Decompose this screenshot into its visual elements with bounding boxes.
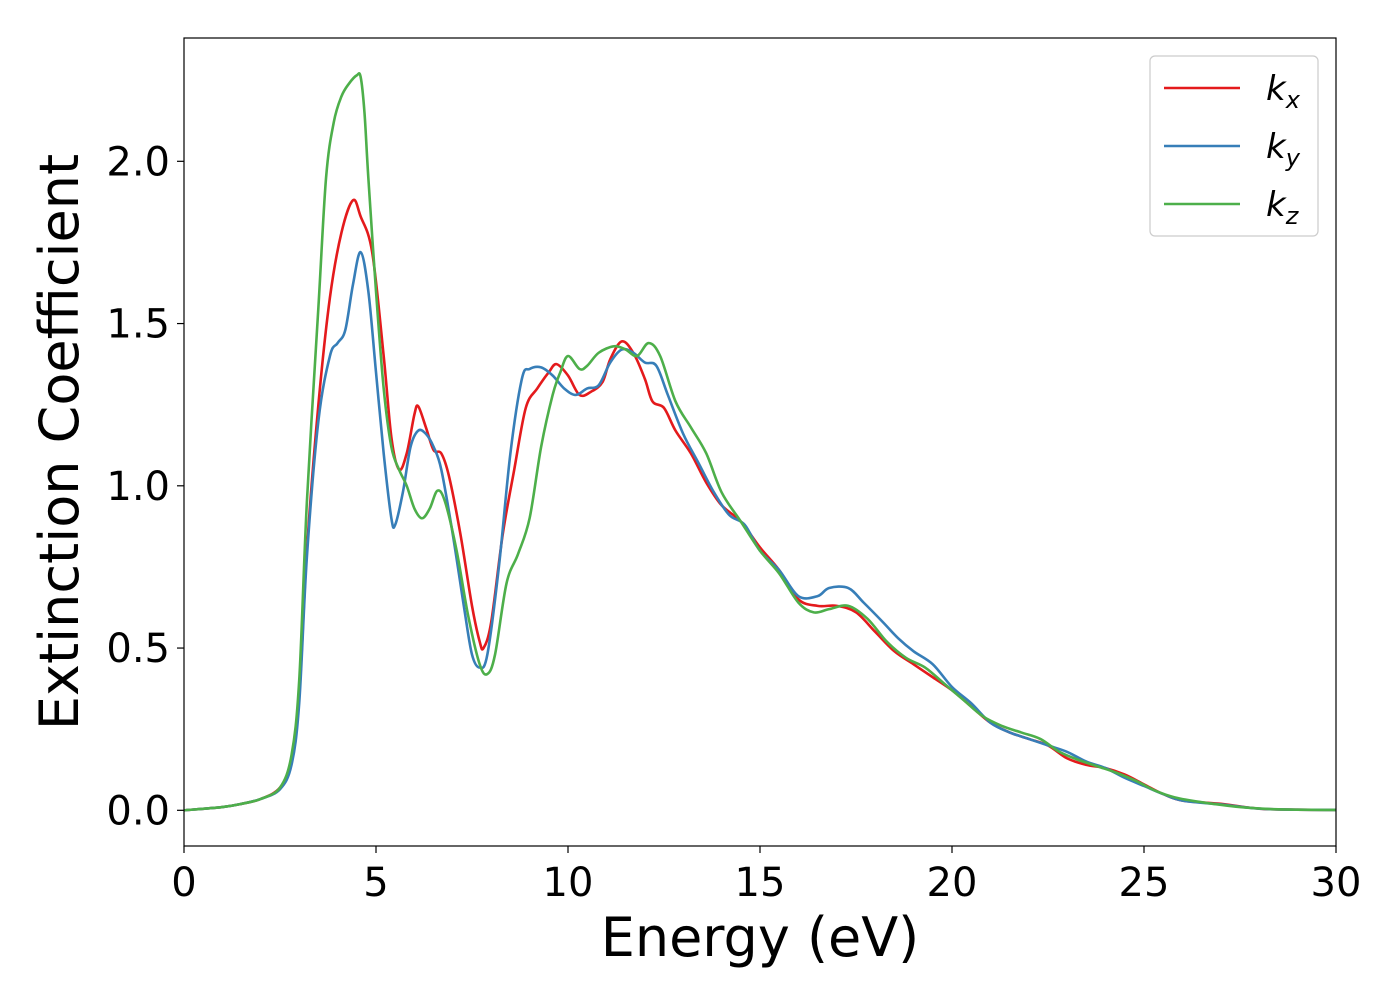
series-line-k-y: [183, 250, 1337, 812]
y-tick-label: 0.5: [106, 626, 170, 672]
y-axis: 0.0 0.5 1.0 1.5 2.0: [106, 139, 184, 834]
series-lines: [183, 72, 1337, 812]
y-tick-label: 0.0: [106, 788, 170, 834]
y-tick-label: 1.0: [106, 464, 170, 510]
legend-label-z: kz: [1266, 185, 1300, 230]
legend-label-x: kx: [1266, 69, 1301, 114]
legend-label-y: ky: [1266, 127, 1301, 172]
x-tick-label: 30: [1311, 860, 1362, 906]
series-line-k-z: [183, 72, 1337, 812]
legend: kx ky kz: [1149, 55, 1319, 237]
y-tick-label: 2.0: [106, 139, 170, 185]
x-tick-label: 0: [171, 860, 196, 906]
y-axis-label: Extinction Coefficient: [28, 154, 91, 730]
x-tick-label: 15: [735, 860, 786, 906]
y-tick-label: 1.5: [106, 302, 170, 348]
x-axis: 0 5 10 15 20 25 30: [171, 846, 1361, 906]
x-tick-label: 25: [1119, 860, 1170, 906]
x-tick-label: 20: [927, 860, 978, 906]
x-tick-label: 10: [543, 860, 594, 906]
x-axis-label: Energy (eV): [601, 906, 920, 969]
x-tick-label: 5: [363, 860, 388, 906]
